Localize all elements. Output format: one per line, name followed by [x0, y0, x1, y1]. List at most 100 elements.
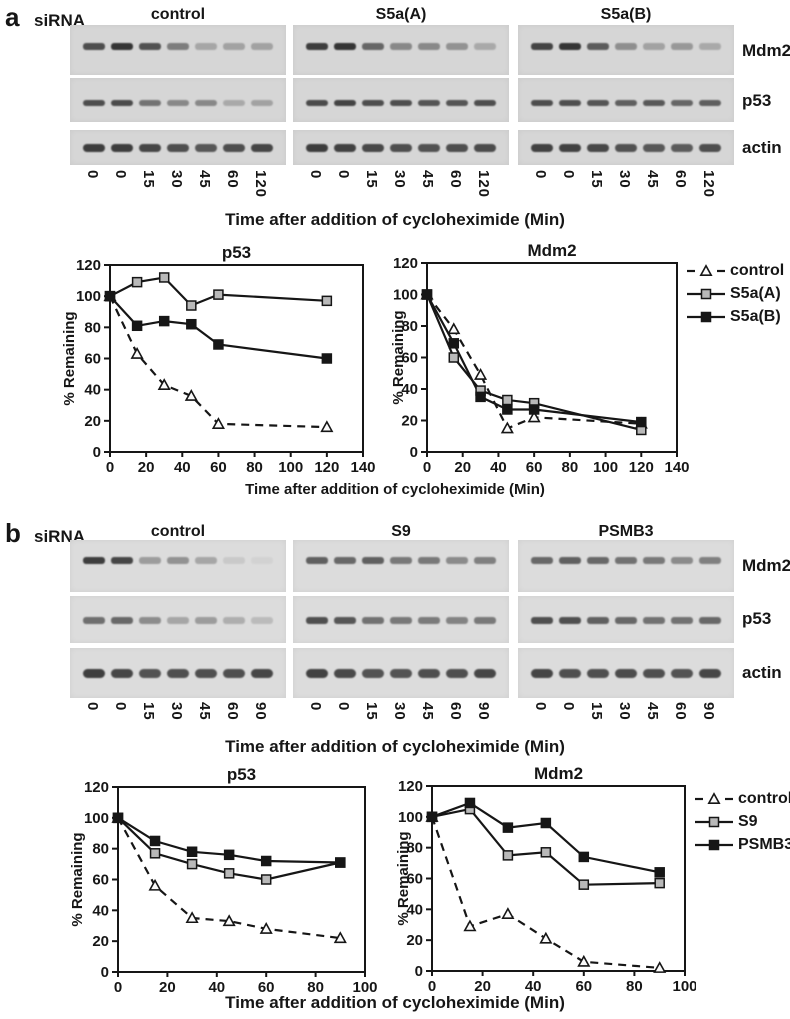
- blot-band: [111, 100, 133, 106]
- marker-S9: [260, 874, 272, 885]
- blot-band: [195, 617, 217, 625]
- legend-label: S9: [738, 813, 758, 830]
- section-label-b: b: [5, 518, 21, 548]
- blot-band: [139, 617, 161, 625]
- y-tick-label: 120: [76, 257, 101, 274]
- plot-box: [117, 786, 366, 973]
- y-tick-label: 120: [393, 255, 418, 272]
- x-tick-label: 40: [208, 979, 225, 996]
- section-label-a: a: [5, 2, 20, 32]
- legend-glyph: [707, 792, 721, 804]
- chart-b-p53: 0 20 40 60 80 100 0 20 40 60 80 100 120 p53 % Remainin…: [48, 764, 388, 1014]
- chart-svg-b-p53: 0 20 40 60 80 100 0 20 40 60 80 100 120 p53 % Remainin…: [69, 765, 378, 996]
- blot-band: [699, 617, 721, 625]
- blot-row-label-b-mdm2: Mdm2: [742, 556, 790, 575]
- x-tick-label: 40: [490, 459, 507, 476]
- blot-time-label: 45: [644, 170, 661, 189]
- group-header-b-psmb3: PSMB3: [598, 523, 654, 540]
- blot-panel-a-S5a(A)-actin: [293, 130, 509, 165]
- blot-band: [531, 43, 553, 50]
- x-tick-label: 60: [526, 459, 543, 476]
- x-tick-label: 100: [672, 978, 696, 995]
- blot-band: [390, 144, 412, 152]
- blot-band: [615, 43, 637, 50]
- blot-band: [223, 617, 245, 625]
- blot-band: [362, 144, 384, 152]
- blot-band: [446, 669, 468, 678]
- blot-panel-b-S9-Mdm2: [293, 540, 509, 592]
- chart-svg-a-p53: 0 20 40 60 80 100 120 140 0 20 40 60 80 100 120 p53 % Re…: [61, 243, 376, 476]
- y-tick-label: 20: [92, 933, 109, 950]
- y-tick-label: 100: [76, 288, 101, 305]
- marker-S5a(A): [321, 295, 333, 307]
- blot-axis-title-a: Time after addition of cycloheximide (Mi…: [225, 210, 565, 229]
- marker-S5a(B): [475, 391, 486, 403]
- blot-band: [587, 669, 609, 678]
- blot-time-label: 45: [419, 170, 436, 189]
- blot-band: [643, 144, 665, 152]
- blot-time-label: 0: [112, 170, 129, 180]
- y-tick-label: 60: [84, 351, 101, 368]
- y-tick-label: 40: [406, 901, 423, 918]
- marker-S9: [186, 858, 198, 870]
- legend-label: S5a(A): [730, 285, 781, 302]
- blot-band: [531, 100, 553, 106]
- blot-band: [699, 557, 721, 565]
- blot-time-label: 30: [168, 170, 185, 189]
- marker-control: [333, 931, 347, 944]
- marker-S9: [149, 848, 161, 859]
- legend-item-PSMB3: PSMB3: [694, 836, 790, 854]
- legend-glyph: [700, 288, 712, 300]
- y-tick-label: 80: [401, 318, 418, 335]
- blot-band: [195, 43, 217, 50]
- marker-control: [148, 878, 162, 891]
- blot-band: [390, 669, 412, 678]
- blot-band: [446, 144, 468, 152]
- chart-ylabel-a-p53: % Remaining: [61, 311, 78, 405]
- marker-S5a(A): [502, 394, 513, 406]
- blot-band: [446, 557, 468, 565]
- chart-title-b-p53: p53: [227, 765, 256, 784]
- blot-time-label: 60: [447, 170, 464, 189]
- x-tick-label: 100: [352, 979, 377, 996]
- legend-marker-S9: [695, 816, 733, 828]
- x-tick-label: 20: [138, 459, 155, 476]
- blot-band: [671, 617, 693, 625]
- marker-PSMB3: [426, 811, 438, 823]
- series-line-PSMB3: [431, 801, 660, 874]
- blot-band: [223, 144, 245, 152]
- blot-band: [615, 144, 637, 152]
- legend-marker-S5a(B): [687, 311, 725, 323]
- blot-band: [390, 617, 412, 625]
- y-tick-label: 40: [92, 902, 109, 919]
- blot-band: [251, 43, 273, 50]
- chart-ylabel-b-p53: % Remaining: [69, 832, 86, 926]
- x-tick-label: 140: [350, 459, 375, 476]
- marker-control: [463, 919, 477, 932]
- x-tick-label: 100: [278, 459, 303, 476]
- x-tick-label: 120: [314, 459, 339, 476]
- legend-item-control: control: [694, 790, 790, 808]
- marker-control: [501, 907, 515, 919]
- y-tick-label: 100: [393, 287, 418, 304]
- blot-band: [531, 144, 553, 152]
- series-line-control: [117, 817, 341, 940]
- chart-a-mdm2: 0 20 40 60 80 100 120 140 0 20 40 60 80 100 120 Mdm2 % R…: [385, 241, 695, 488]
- blot-band: [418, 43, 440, 50]
- blot-time-label: 60: [447, 702, 464, 721]
- chart-title-a-mdm2: Mdm2: [527, 242, 576, 260]
- blot-panel-a-control-p53: [70, 78, 286, 122]
- blot-band: [195, 144, 217, 152]
- y-tick-label: 120: [84, 779, 109, 796]
- series-line-S5a(B): [426, 293, 642, 424]
- chart-title-b-mdm2: Mdm2: [534, 764, 583, 783]
- blot-time-label: 15: [588, 170, 605, 189]
- blot-band: [615, 617, 637, 625]
- blot-band: [306, 144, 328, 152]
- blot-band: [474, 557, 496, 565]
- blot-time-label: 30: [168, 702, 185, 721]
- blot-band: [223, 669, 245, 678]
- blot-time-label: 45: [644, 702, 661, 721]
- blot-time-label: 120: [252, 170, 269, 199]
- blot-band: [390, 43, 412, 50]
